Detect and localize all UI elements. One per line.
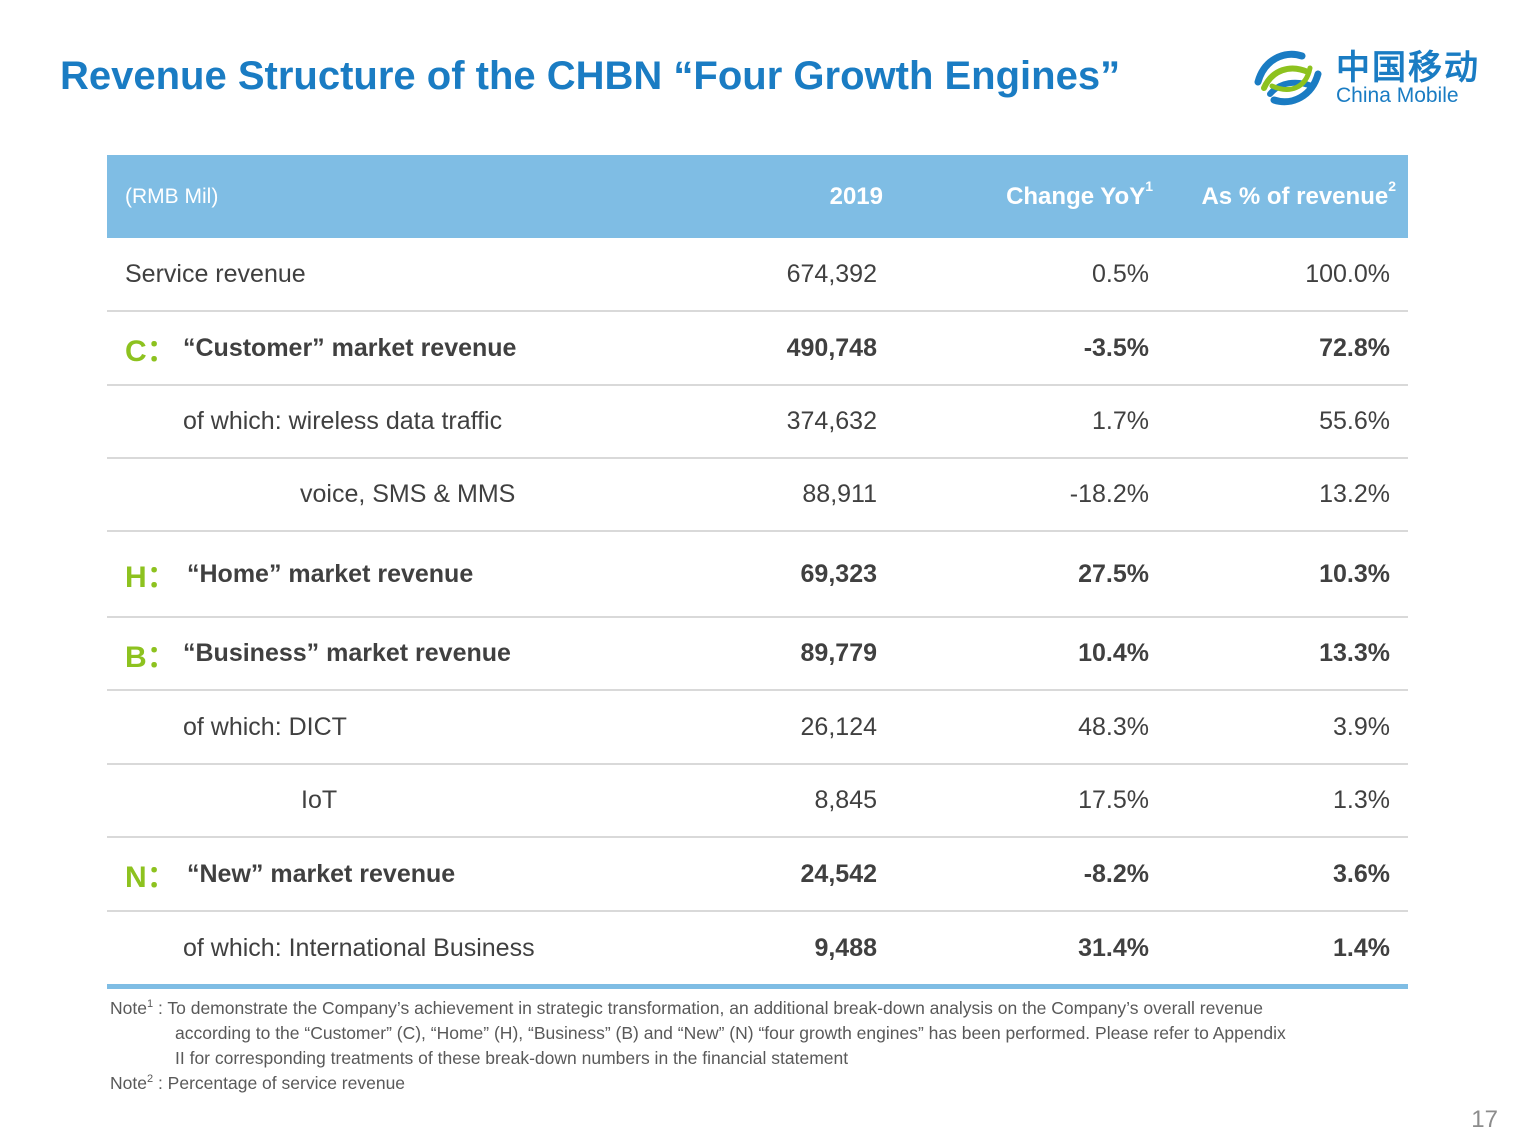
note-2-sup: 2 <box>146 1073 154 1086</box>
table-row: of which: DICT 26,124 48.3% 3.9% <box>107 691 1408 765</box>
row-value-2019: 26,124 <box>800 712 877 741</box>
note-1-prefix: Note <box>110 998 147 1018</box>
row-value-2019: 69,323 <box>800 559 877 588</box>
row-value-pct: 72.8% <box>1319 333 1390 362</box>
row-value-2019: 490,748 <box>786 333 877 362</box>
table-row: B： “Business” market revenue 89,779 10.4%… <box>107 618 1408 691</box>
header-change-yoy: Change YoY1 <box>1006 155 1153 238</box>
note-1-line-1: : To demonstrate the Company’s achieveme… <box>153 998 1264 1018</box>
header-unit: (RMB Mil) <box>125 185 219 208</box>
table-row: IoT 8,845 17.5% 1.3% <box>107 765 1408 838</box>
row-value-2019: 89,779 <box>800 639 877 667</box>
note-1-sup: 1 <box>146 998 154 1011</box>
logo-chinese-text: 中国移动 <box>1336 48 1480 88</box>
row-value-pct: 1.3% <box>1333 786 1390 814</box>
header-change-yoy-label: Change YoY <box>1006 183 1146 210</box>
row-value-pct: 1.4% <box>1333 933 1390 962</box>
row-value-pct: 13.2% <box>1319 480 1390 508</box>
table-row: N： “New” market revenue 24,542 -8.2% 3.6% <box>107 838 1408 912</box>
note-1-line-3: II for corresponding treatments of these… <box>175 1048 849 1068</box>
table-row: of which: International Business 9,488 3… <box>107 912 1408 989</box>
row-value-pct: 13.3% <box>1319 639 1390 667</box>
row-value-pct: 100.0% <box>1305 259 1390 288</box>
row-label: “New” market revenue <box>187 859 456 888</box>
row-value-yoy: 31.4% <box>1078 933 1149 962</box>
note-2: Note2 : Percentage of service revenue <box>110 1071 1410 1096</box>
header-pct-revenue-sup: 2 <box>1388 178 1396 194</box>
row-label: “Home” market revenue <box>187 559 474 588</box>
note-2-prefix: Note <box>110 1073 147 1093</box>
row-value-2019: 24,542 <box>800 859 877 888</box>
row-value-yoy: 0.5% <box>1092 259 1149 288</box>
table-row: of which: wireless data traffic 374,632 … <box>107 386 1408 459</box>
note-1-line-2: according to the “Customer” (C), “Home” … <box>175 1023 1286 1043</box>
row-value-yoy: -18.2% <box>1069 480 1149 508</box>
header-change-yoy-sup: 1 <box>1145 178 1153 194</box>
footnotes: Note1 : To demonstrate the Company’s ach… <box>110 996 1410 1096</box>
engine-letter: N： <box>125 861 177 894</box>
table-row: C： “Customer” market revenue 490,748 -3.5… <box>107 312 1408 386</box>
row-label: IoT <box>301 786 338 814</box>
row-value-pct: 10.3% <box>1319 559 1390 588</box>
revenue-table: (RMB Mil) 2019 Change YoY1 As % of reven… <box>107 155 1408 989</box>
note-1: Note1 : To demonstrate the Company’s ach… <box>110 996 1410 1021</box>
header-2019: 2019 <box>829 183 883 210</box>
row-label: of which: wireless data traffic <box>183 407 503 435</box>
row-label: “Customer” market revenue <box>183 333 517 362</box>
table-row: H： “Home” market revenue 69,323 27.5% 10.… <box>107 532 1408 618</box>
row-value-pct: 3.9% <box>1333 712 1390 741</box>
engine-letter: H： <box>125 561 177 594</box>
row-value-2019: 374,632 <box>786 407 877 435</box>
table-row: voice, SMS & MMS 88,911 -18.2% 13.2% <box>107 459 1408 532</box>
row-value-pct: 3.6% <box>1333 859 1390 888</box>
row-label: “Business” market revenue <box>183 639 511 667</box>
logo-english-text: China Mobile <box>1336 84 1459 107</box>
china-mobile-emblem-icon <box>1254 50 1322 106</box>
row-value-2019: 88,911 <box>802 480 877 508</box>
row-label: voice, SMS & MMS <box>300 480 516 508</box>
row-value-yoy: 10.4% <box>1078 639 1149 667</box>
row-value-yoy: -3.5% <box>1083 333 1149 362</box>
slide-title: Revenue Structure of the CHBN “Four Grow… <box>60 54 1121 98</box>
row-value-yoy: 17.5% <box>1078 786 1149 814</box>
row-value-yoy: 27.5% <box>1078 559 1149 588</box>
table-header: (RMB Mil) 2019 Change YoY1 As % of reven… <box>107 155 1408 238</box>
row-value-yoy: 1.7% <box>1092 407 1149 435</box>
row-value-2019: 674,392 <box>786 259 877 288</box>
header-pct-revenue: As % of revenue2 <box>1201 155 1396 238</box>
row-value-pct: 55.6% <box>1319 407 1390 435</box>
row-label: of which: International Business <box>183 933 535 962</box>
row-value-yoy: -8.2% <box>1083 859 1149 888</box>
header-pct-revenue-label: As % of revenue <box>1201 183 1389 210</box>
engine-letter: B： <box>125 640 177 674</box>
note-2-text: : Percentage of service revenue <box>153 1073 406 1093</box>
page-number: 17 <box>1471 1106 1498 1133</box>
row-value-yoy: 48.3% <box>1078 712 1149 741</box>
row-value-2019: 9,488 <box>814 933 877 962</box>
row-value-2019: 8,845 <box>814 786 877 814</box>
table-row: Service revenue 674,392 0.5% 100.0% <box>107 238 1408 312</box>
row-label: of which: DICT <box>183 712 347 741</box>
row-label: Service revenue <box>125 259 306 288</box>
engine-letter: C： <box>125 335 177 368</box>
china-mobile-logo: 中国移动 China Mobile <box>1250 42 1480 114</box>
